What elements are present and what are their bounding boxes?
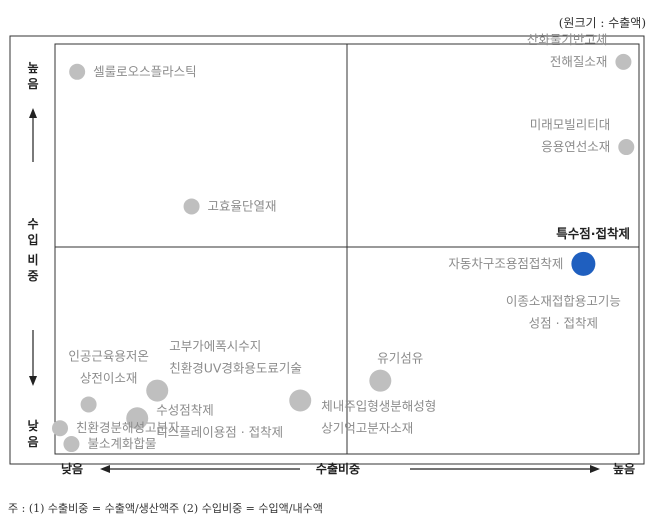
y-high-label-2: 음 [27,76,38,91]
bubble-label-8-1: 친환경UV경화용도료기술 [169,361,302,376]
bubble-label-4-0: 자동차구조용점접착제 [448,256,563,271]
bubble-3 [183,198,200,215]
unit-note: (원크기 : 수출액) [558,16,646,30]
bubble-4 [571,251,596,276]
bubble-7 [289,389,312,412]
footnote: 주 : (1) 수출비중 = 수출액/생산액주 (2) 수입비중 = 수입액/내… [8,502,323,515]
bubble-label-7-0: 체내주입형생분해성형 [321,398,436,413]
chart-frame [9,35,645,465]
y-axis-title-1: 수 [27,217,38,231]
bubble-1 [615,53,632,70]
bubble-11 [52,420,68,437]
bubble-8 [146,379,169,402]
y-arrow-up-head [29,108,37,118]
bubble-0 [69,63,86,80]
bubble-6 [369,369,392,392]
y-high-label-1: 높 [27,61,38,75]
bubble-label-1-1: 전해질소재 [550,54,608,69]
x-arrow-left-head [100,465,110,473]
bubble-chart: 높 음 수 입 비 중 낮 음 낮음 수출비중 높음 특수점·접착제 셀룰로오스… [9,32,645,476]
x-axis-title: 수출비중 [316,461,360,476]
bubble-label-10-1: 디스플레이용점 · 접착제 [156,424,283,439]
bubble-label-9-1: 상전이소재 [80,370,138,385]
bubble-label-2-0: 미래모빌리티대 [530,117,611,132]
bubble-label-6-0: 유기섬유 [377,351,423,366]
quadrant-label: 특수점·접착제 [556,226,630,241]
y-axis-title-2: 입 [27,233,38,247]
y-low-label-1: 낮 [27,418,38,433]
bubble-label-9-0: 인공근육용저온 [68,348,149,363]
x-high-label: 높음 [613,461,635,476]
bubble-label-1-0: 산화물기반고체 [527,32,608,47]
bubble-label-12-0: 불소계화합물 [87,436,156,451]
bubble-10 [126,407,149,430]
bubble-2 [618,139,635,156]
y-low-label-2: 음 [27,434,38,449]
bubble-label-10-0: 수성점착제 [156,402,214,417]
bubble-label-11-0: 친환경분해성고분자 [76,420,180,435]
bubble-label-5-0: 이종소재접합용고기능 [506,293,621,308]
bubble-label-7-1: 상기억고분자소재 [321,420,413,435]
bubble-12 [63,436,80,453]
bubble-label-8-0: 고부가에폭시수지 [169,339,261,354]
bubble-label-2-1: 응용연선소재 [541,139,610,154]
y-axis-title-3: 비 [27,252,38,267]
bubble-9 [80,396,97,413]
y-arrow-down-head [29,376,37,386]
x-low-label: 낮음 [61,461,83,476]
points-layer: 셀룰로오스플라스틱 산화물기반고체전해질소재미래모빌리티대응용연선소재고효율단열재… [52,32,635,453]
x-arrow-right-head [590,465,600,473]
bubble-label-5-1: 성점 · 접착제 [529,315,598,330]
bubble-label-0-0: 셀룰로오스플라스틱 [93,64,197,79]
bubble-label-3-0: 고효율단열재 [208,198,277,213]
y-axis-title-4: 중 [27,269,38,283]
